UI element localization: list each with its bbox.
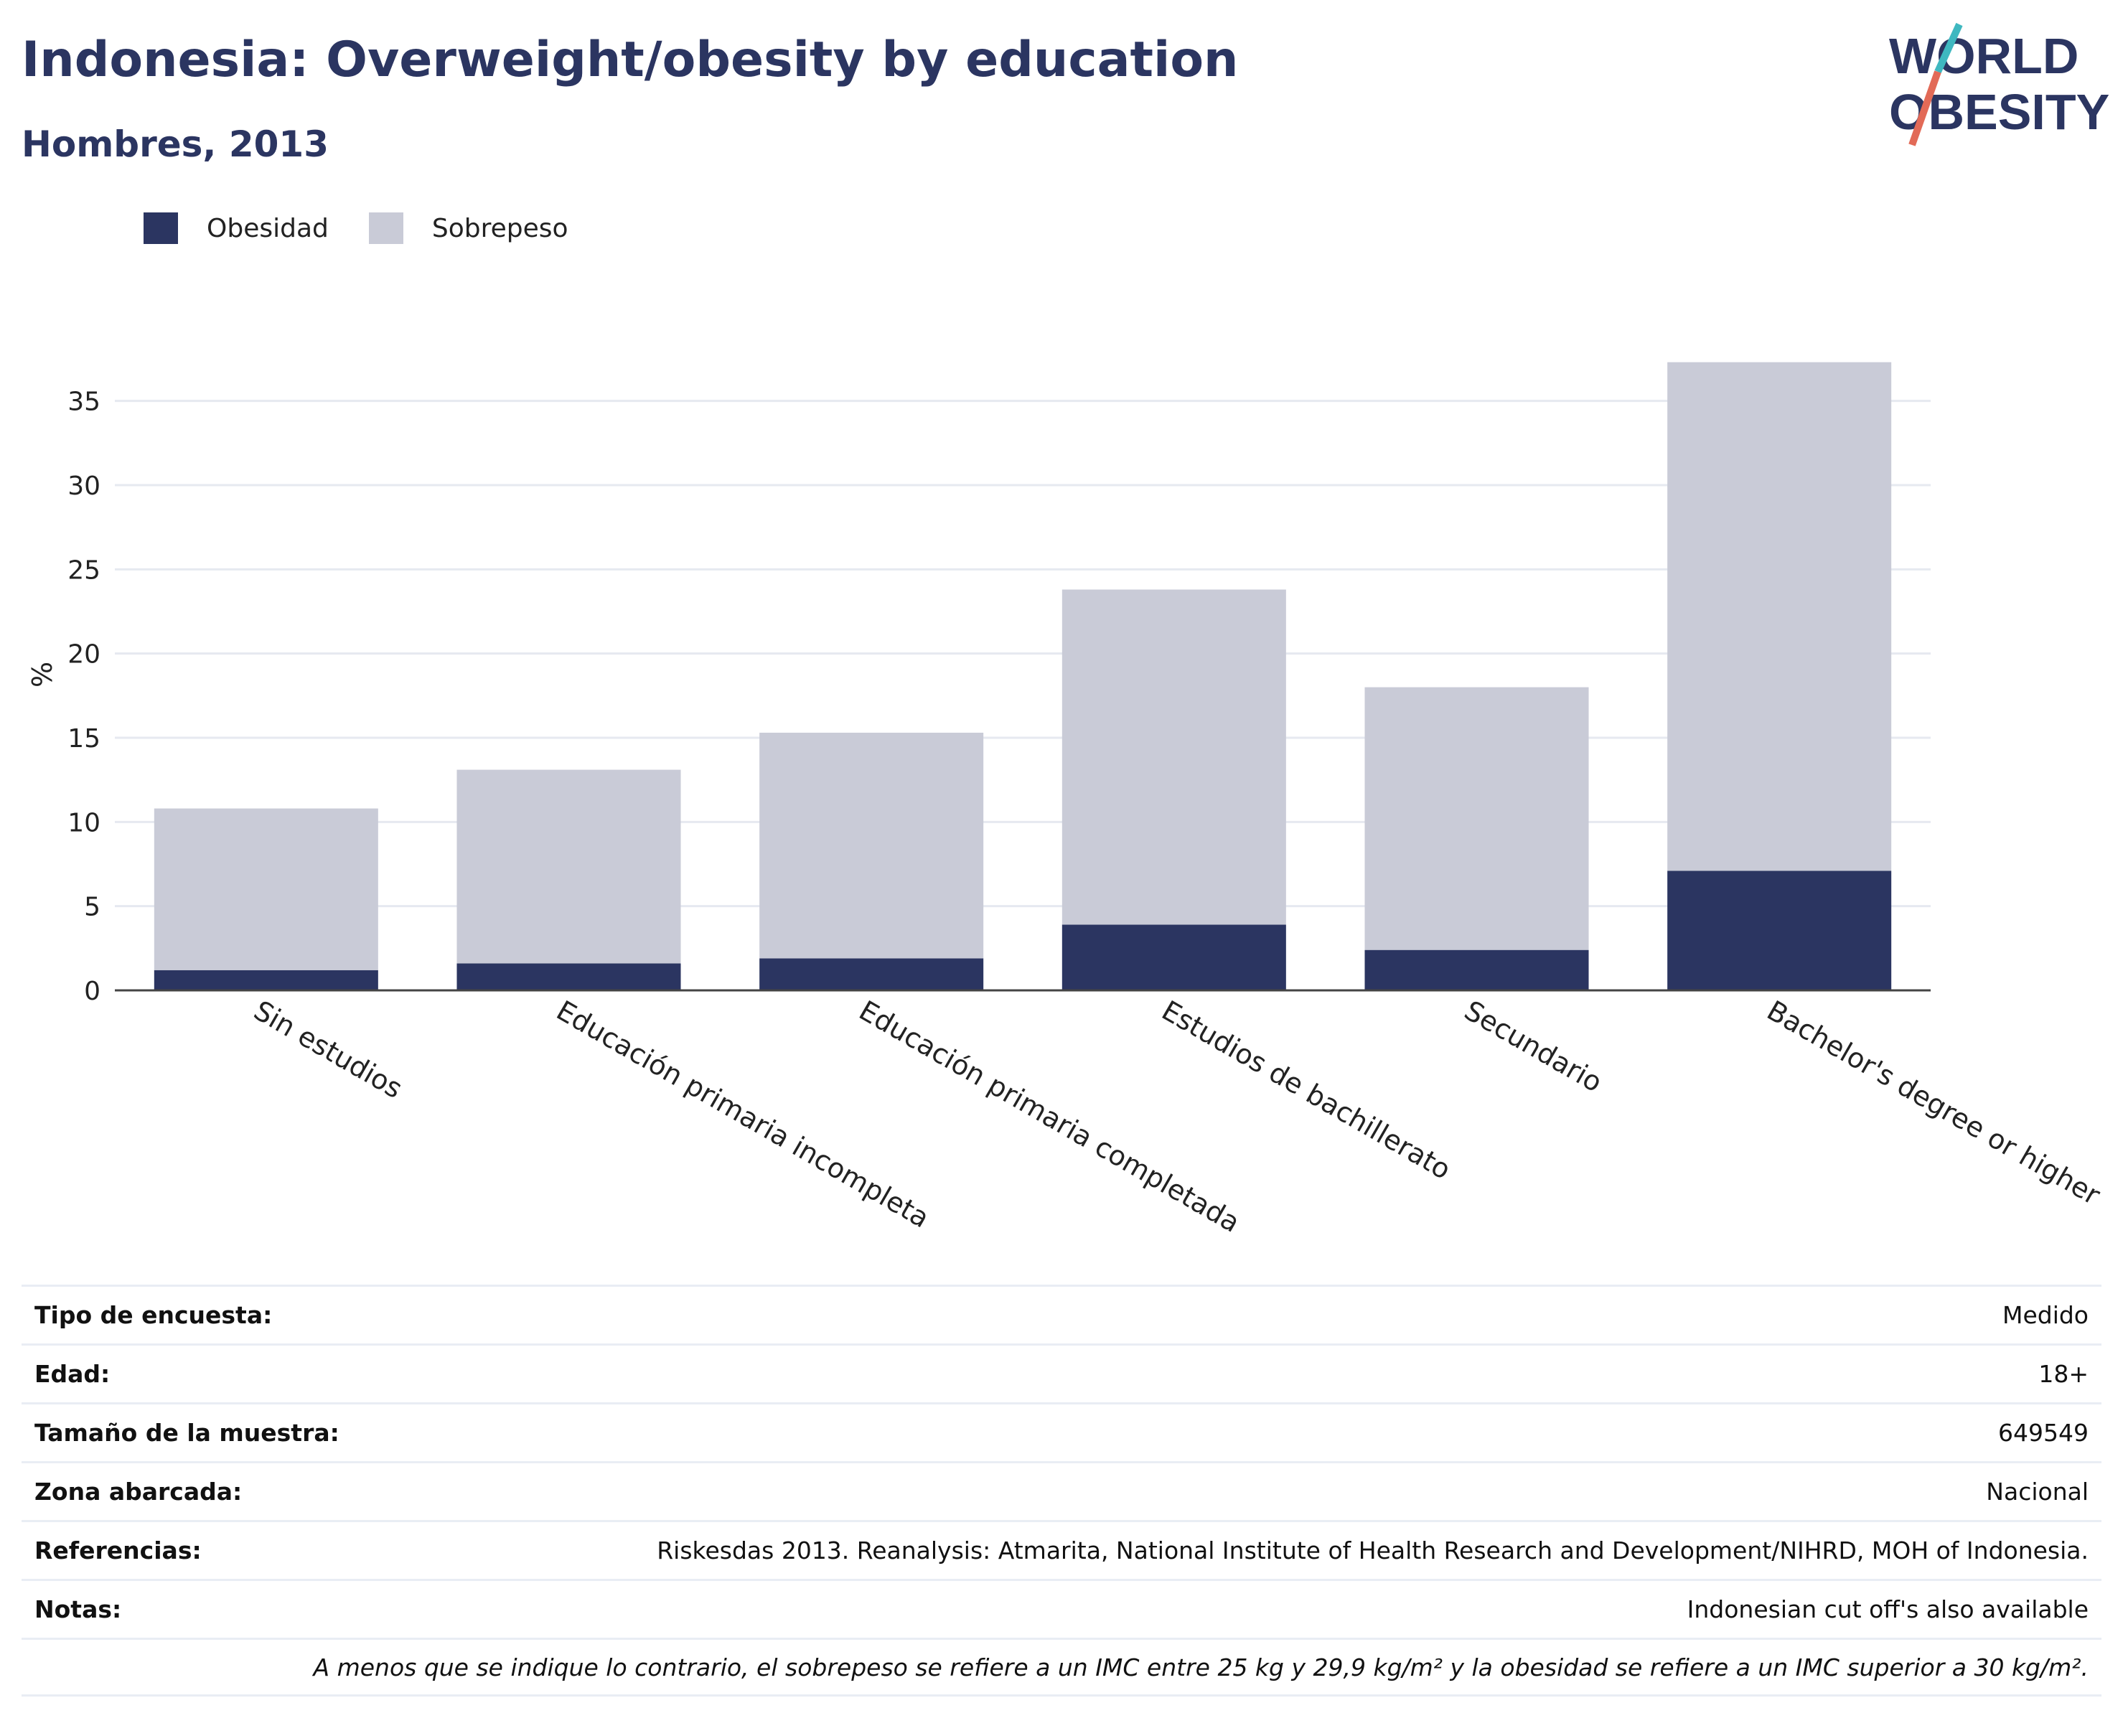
logo-text-world: WORLD — [1889, 28, 2079, 84]
legend-label-obesidad: Obesidad — [207, 213, 329, 243]
bar-sobrepeso[interactable] — [759, 732, 984, 959]
info-value: Indonesian cut off's also available — [1687, 1595, 2089, 1623]
legend-swatch-obesidad — [144, 212, 178, 244]
y-tick-label: 15 — [67, 724, 100, 754]
bar-obesidad[interactable] — [456, 963, 681, 990]
x-tick-label: Estudios de bachillerato — [1156, 995, 1456, 1186]
logo-stroke-coral — [1908, 70, 1941, 146]
info-row-age: Edad: 18+ — [22, 1343, 2101, 1402]
bar-obesidad[interactable] — [759, 958, 984, 990]
bar-sobrepeso[interactable] — [1364, 687, 1589, 950]
y-tick-label: 20 — [67, 640, 100, 670]
y-tick-label: 25 — [67, 555, 100, 585]
grid-lines — [115, 400, 1931, 908]
x-tick-label: Sin estudios — [248, 995, 408, 1104]
chart-subtitle: Hombres, 2013 — [22, 123, 329, 165]
bars — [154, 362, 1892, 990]
info-value: Nacional — [1986, 1478, 2089, 1506]
info-row-survey-type: Tipo de encuesta: Medido — [22, 1285, 2101, 1343]
info-value: Riskesdas 2013. Reanalysis: Atmarita, Na… — [657, 1536, 2089, 1564]
info-key: Referencias: — [34, 1536, 202, 1564]
x-axis-ticks: Sin estudios Educación primaria incomplet… — [248, 995, 2105, 1239]
y-tick-label: 35 — [67, 388, 100, 417]
y-axis-ticks: 0 5 10 15 20 25 30 35 — [67, 388, 100, 1006]
legend-item-sobrepeso[interactable]: Sobrepeso — [368, 212, 568, 244]
legend-swatch-sobrepeso — [368, 212, 403, 244]
bar-obesidad[interactable] — [1667, 871, 1892, 990]
info-table: Tipo de encuesta: Medido Edad: 18+ Tamañ… — [22, 1285, 2101, 1697]
y-axis-label: % — [27, 662, 58, 688]
logo-stroke-teal — [1934, 22, 1963, 74]
bar-obesidad[interactable] — [154, 970, 378, 990]
legend-label-sobrepeso: Sobrepeso — [431, 213, 568, 243]
x-tick-label: Secundario — [1459, 995, 1608, 1099]
info-value: 649549 — [1998, 1419, 2089, 1447]
legend: Obesidad Sobrepeso — [144, 212, 609, 244]
world-obesity-logo: WORLD OBESITY — [1889, 22, 2109, 146]
legend-item-obesidad[interactable]: Obesidad — [144, 212, 329, 244]
info-value: 18+ — [2038, 1360, 2089, 1388]
info-row-area: Zona abarcada: Nacional — [22, 1461, 2101, 1520]
info-key: Zona abarcada: — [34, 1478, 243, 1506]
info-key: Tamaño de la muestra: — [34, 1419, 339, 1447]
info-row-notes: Notas: Indonesian cut off's also availab… — [22, 1579, 2101, 1638]
info-key: Edad: — [34, 1360, 111, 1388]
bar-sobrepeso[interactable] — [1062, 589, 1286, 925]
bar-sobrepeso[interactable] — [456, 769, 681, 964]
y-tick-label: 0 — [84, 977, 100, 1006]
x-tick-label: Bachelor's degree or higher — [1762, 995, 2106, 1211]
y-tick-label: 5 — [84, 893, 100, 922]
info-row-sample-size: Tamaño de la muestra: 649549 — [22, 1402, 2101, 1461]
info-key: Notas: — [34, 1595, 122, 1623]
bar-sobrepeso[interactable] — [1667, 362, 1892, 871]
y-tick-label: 10 — [67, 808, 100, 837]
info-key: Tipo de encuesta: — [34, 1301, 273, 1329]
footnote-text: A menos que se indique lo contrario, el … — [313, 1653, 2089, 1681]
info-footnote: A menos que se indique lo contrario, el … — [22, 1638, 2101, 1697]
info-value: Medido — [2002, 1301, 2089, 1329]
bar-chart: 0 5 10 15 20 25 30 35 % Sin estudios Educación p… — [27, 362, 2106, 1239]
bar-obesidad[interactable] — [1364, 949, 1589, 990]
info-row-references: Referencias: Riskesdas 2013. Reanalysis:… — [22, 1520, 2101, 1579]
bar-obesidad[interactable] — [1062, 924, 1286, 990]
bar-sobrepeso[interactable] — [154, 808, 378, 970]
y-tick-label: 30 — [67, 471, 100, 501]
chart-title: Indonesia: Overweight/obesity by educati… — [22, 32, 1239, 88]
